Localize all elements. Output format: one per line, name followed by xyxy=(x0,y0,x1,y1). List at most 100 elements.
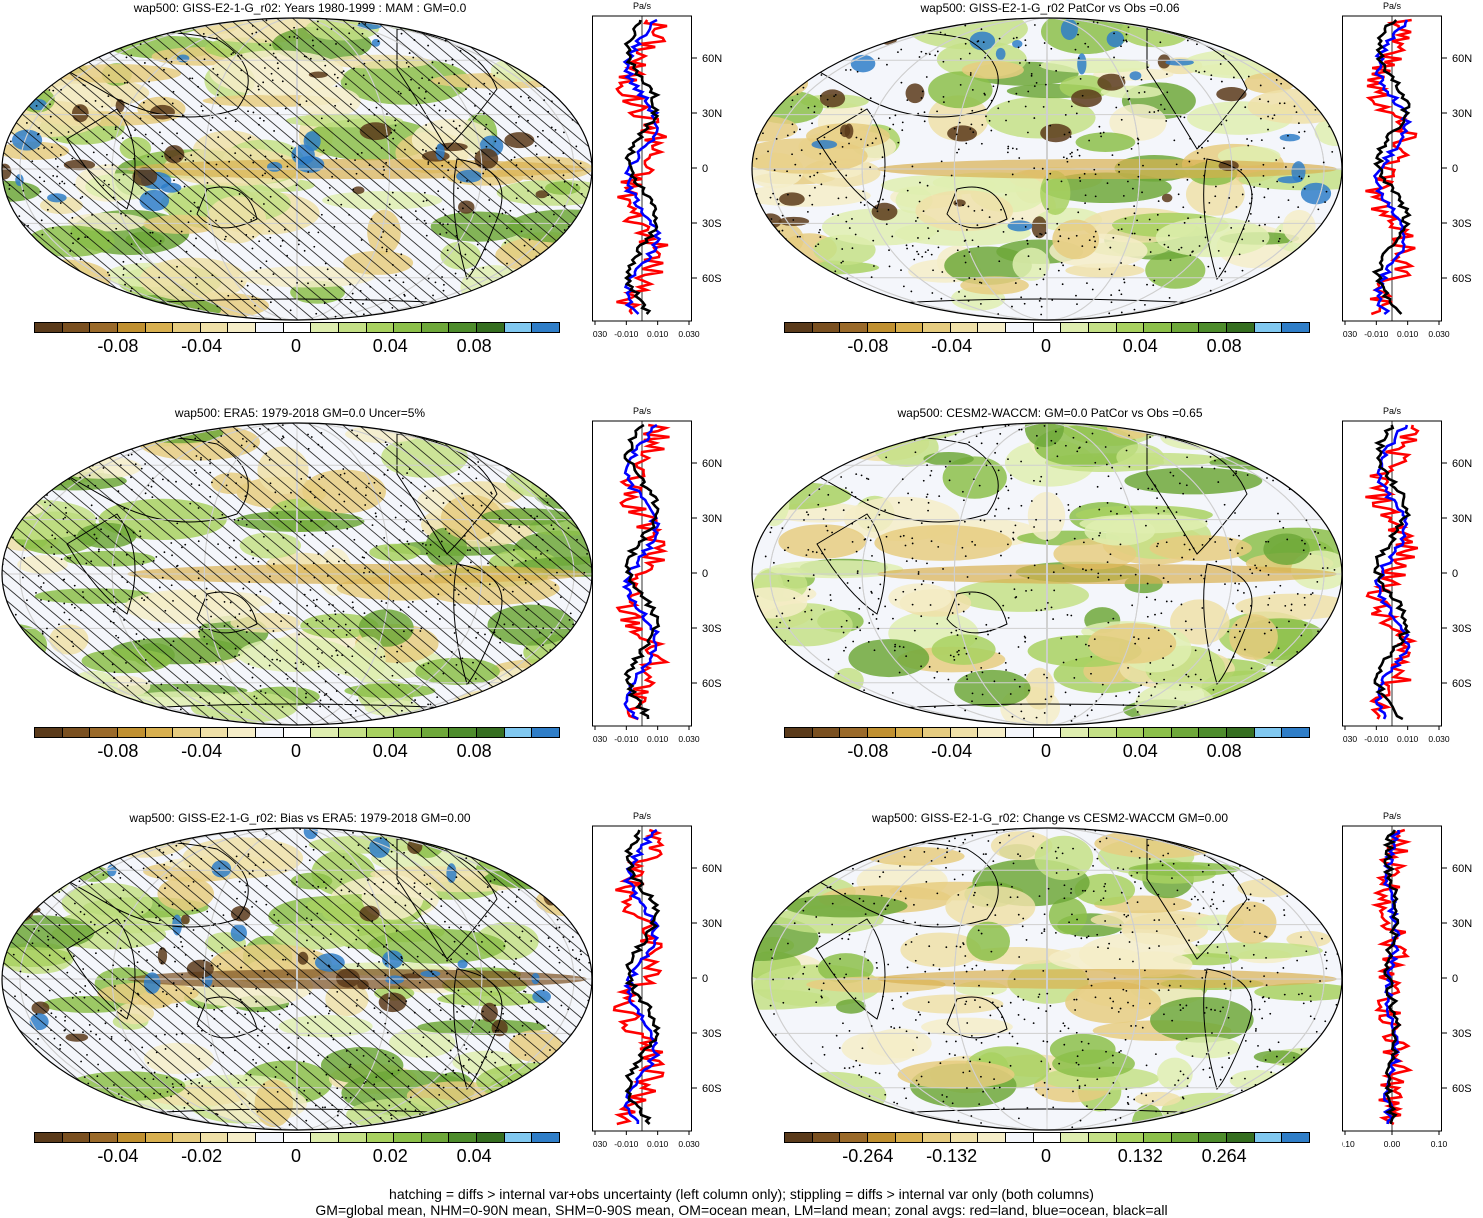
map-panel-4: wap500: CESM2-WACCM: GM=0.0 PatCor vs Ob… xyxy=(750,405,1483,805)
zonal-mean-plot: Pa/s 60N 30N 0 30S 60S -0.030 -0.010 0.010 0.030 xyxy=(592,1,722,339)
colorbar-tick-label: 0.08 xyxy=(1206,336,1242,356)
zonal-mean-all-line xyxy=(623,19,661,315)
robinson-map xyxy=(1,17,593,321)
colorbar-tick-label: -0.08 xyxy=(847,336,889,356)
latitude-label: 0 xyxy=(1452,973,1458,985)
latitude-label: 60N xyxy=(1452,863,1472,875)
colorbar-tick-label: 0 xyxy=(290,741,302,761)
zonal-tick-label: -0.030 xyxy=(592,1139,607,1149)
zonal-unit-label: Pa/s xyxy=(633,1,652,11)
colorbar xyxy=(34,1132,560,1143)
colorbar-tick-label: 0.132 xyxy=(1117,1146,1163,1166)
colorbar-tick-label: -0.264 xyxy=(842,1146,894,1166)
zonal-mean-all-line xyxy=(623,423,661,720)
colorbar-tick-label: -0.132 xyxy=(926,1146,978,1166)
zonal-unit-label: Pa/s xyxy=(1383,406,1402,416)
zonal-unit-label: Pa/s xyxy=(1383,1,1402,11)
colorbar-tick-label: -0.08 xyxy=(97,336,139,356)
colorbar-tick-label: -0.02 xyxy=(181,1146,223,1166)
colorbar-tick-label: 0.264 xyxy=(1201,1146,1247,1166)
latitude-label: 0 xyxy=(702,973,708,985)
colorbar-tick-label: 0 xyxy=(290,1146,302,1166)
latitude-label: 30S xyxy=(1452,1028,1472,1040)
zonal-tick-label: 0.030 xyxy=(1428,329,1450,339)
zonal-unit-label: Pa/s xyxy=(633,406,652,416)
latitude-label: 30N xyxy=(702,918,722,930)
map-panel-1: wap500: GISS-E2-1-G_r02: Years 1980-1999… xyxy=(0,0,740,400)
zonal-tick-label: 0.010 xyxy=(647,734,669,744)
robinson-map xyxy=(1,422,593,726)
footer-note-1: hatching = diffs > internal var+obs unce… xyxy=(389,1186,1094,1202)
colorbar xyxy=(784,322,1310,333)
zonal-tick-label: -0.010 xyxy=(614,329,638,339)
zonal-tick-label: 0.010 xyxy=(647,329,669,339)
latitude-label: 30N xyxy=(1452,108,1472,120)
zonal-tick-label: 0.010 xyxy=(647,1139,669,1149)
latitude-label: 30S xyxy=(702,623,722,635)
colorbar-tick-label: 0.04 xyxy=(456,1146,492,1166)
colorbar-tick-label: 0.04 xyxy=(372,336,408,356)
colorbar-tick-label: -0.04 xyxy=(181,741,223,761)
latitude-label: 60N xyxy=(702,53,722,65)
panel-title: wap500: GISS-E2-1-G_r02: Years 1980-1999… xyxy=(133,1,467,15)
zonal-mean-plot: Pa/s 60N 30N 0 30S 60S -0.030 -0.010 0.010 0.030 xyxy=(1342,406,1472,744)
zonal-mean-plot: Pa/s 60N 30N 0 30S 60S -0.030 -0.010 0.010 0.030 xyxy=(592,406,722,744)
latitude-label: 60S xyxy=(702,1083,722,1095)
zonal-mean-all-line xyxy=(1371,19,1412,315)
colorbar-tick-label: -0.08 xyxy=(847,741,889,761)
zonal-mean-plot: Pa/s 60N 30N 0 30S 60S -0.030 -0.010 0.010 0.030 xyxy=(1342,1,1472,339)
colorbar-tick-label: -0.04 xyxy=(931,336,973,356)
latitude-label: 60S xyxy=(702,678,722,690)
zonal-tick-label: -0.030 xyxy=(592,734,607,744)
zonal-mean-land-line xyxy=(615,19,669,315)
colorbar-tick-label: 0 xyxy=(1040,1146,1052,1166)
latitude-label: 30N xyxy=(702,513,722,525)
zonal-mean-ocean-line xyxy=(1373,424,1411,720)
zonal-tick-label: 0.010 xyxy=(1397,329,1419,339)
colorbar xyxy=(34,727,560,738)
latitude-label: 60N xyxy=(702,863,722,875)
latitude-label: 60S xyxy=(1452,1083,1472,1095)
latitude-label: 30N xyxy=(702,108,722,120)
zonal-tick-label: -0.010 xyxy=(614,1139,638,1149)
colorbar-tick-label: -0.04 xyxy=(931,741,973,761)
colorbar-labels: -0.264 -0.132 0 0.132 0.264 xyxy=(784,1146,1308,1170)
colorbar xyxy=(34,322,560,333)
colorbar-tick-label: 0 xyxy=(290,336,302,356)
zonal-tick-label: 0.030 xyxy=(678,329,700,339)
colorbar-tick-label: 0.02 xyxy=(372,1146,408,1166)
panel-title: wap500: ERA5: 1979-2018 GM=0.0 Uncer=5% xyxy=(174,406,426,420)
colorbar-labels: -0.08 -0.04 0 0.04 0.08 xyxy=(784,336,1308,360)
latitude-label: 60N xyxy=(1452,53,1472,65)
zonal-mean-all-line xyxy=(1382,829,1402,1125)
zonal-tick-label: -0.010 xyxy=(1364,329,1388,339)
zonal-tick-label: 0.010 xyxy=(1397,734,1419,744)
zonal-mean-land-line xyxy=(1365,424,1420,720)
colorbar xyxy=(784,727,1310,738)
zonal-tick-label: -0.010 xyxy=(1364,734,1388,744)
latitude-label: 60S xyxy=(1452,273,1472,285)
panel-title: wap500: GISS-E2-1-G_r02 PatCor vs Obs =0… xyxy=(920,1,1180,15)
colorbar-tick-label: 0.08 xyxy=(1206,741,1242,761)
colorbar-tick-label: 0.04 xyxy=(1122,741,1158,761)
robinson-map xyxy=(751,17,1343,321)
zonal-tick-label: -0.010 xyxy=(614,734,638,744)
colorbar-tick-label: 0 xyxy=(1040,741,1052,761)
latitude-label: 0 xyxy=(1452,568,1458,580)
latitude-label: 30S xyxy=(1452,218,1472,230)
panel-title: wap500: GISS-E2-1-G_r02: Change vs CESM2… xyxy=(871,811,1229,825)
zonal-tick-label: -0.030 xyxy=(592,329,607,339)
zonal-tick-label: 0.030 xyxy=(678,734,700,744)
zonal-tick-label: 0.030 xyxy=(1428,734,1450,744)
zonal-unit-label: Pa/s xyxy=(633,811,652,821)
colorbar-tick-label: -0.08 xyxy=(97,741,139,761)
colorbar xyxy=(784,1132,1310,1143)
zonal-tick-label: -0.030 xyxy=(1342,734,1357,744)
latitude-label: 0 xyxy=(1452,163,1458,175)
zonal-tick-label: -0.10 xyxy=(1342,1139,1355,1149)
zonal-tick-label: 0.10 xyxy=(1431,1139,1448,1149)
colorbar-labels: -0.08 -0.04 0 0.04 0.08 xyxy=(34,741,558,765)
colorbar-labels: -0.08 -0.04 0 0.04 0.08 xyxy=(784,741,1308,765)
latitude-label: 60S xyxy=(1452,678,1472,690)
zonal-mean-land-line xyxy=(615,423,671,721)
